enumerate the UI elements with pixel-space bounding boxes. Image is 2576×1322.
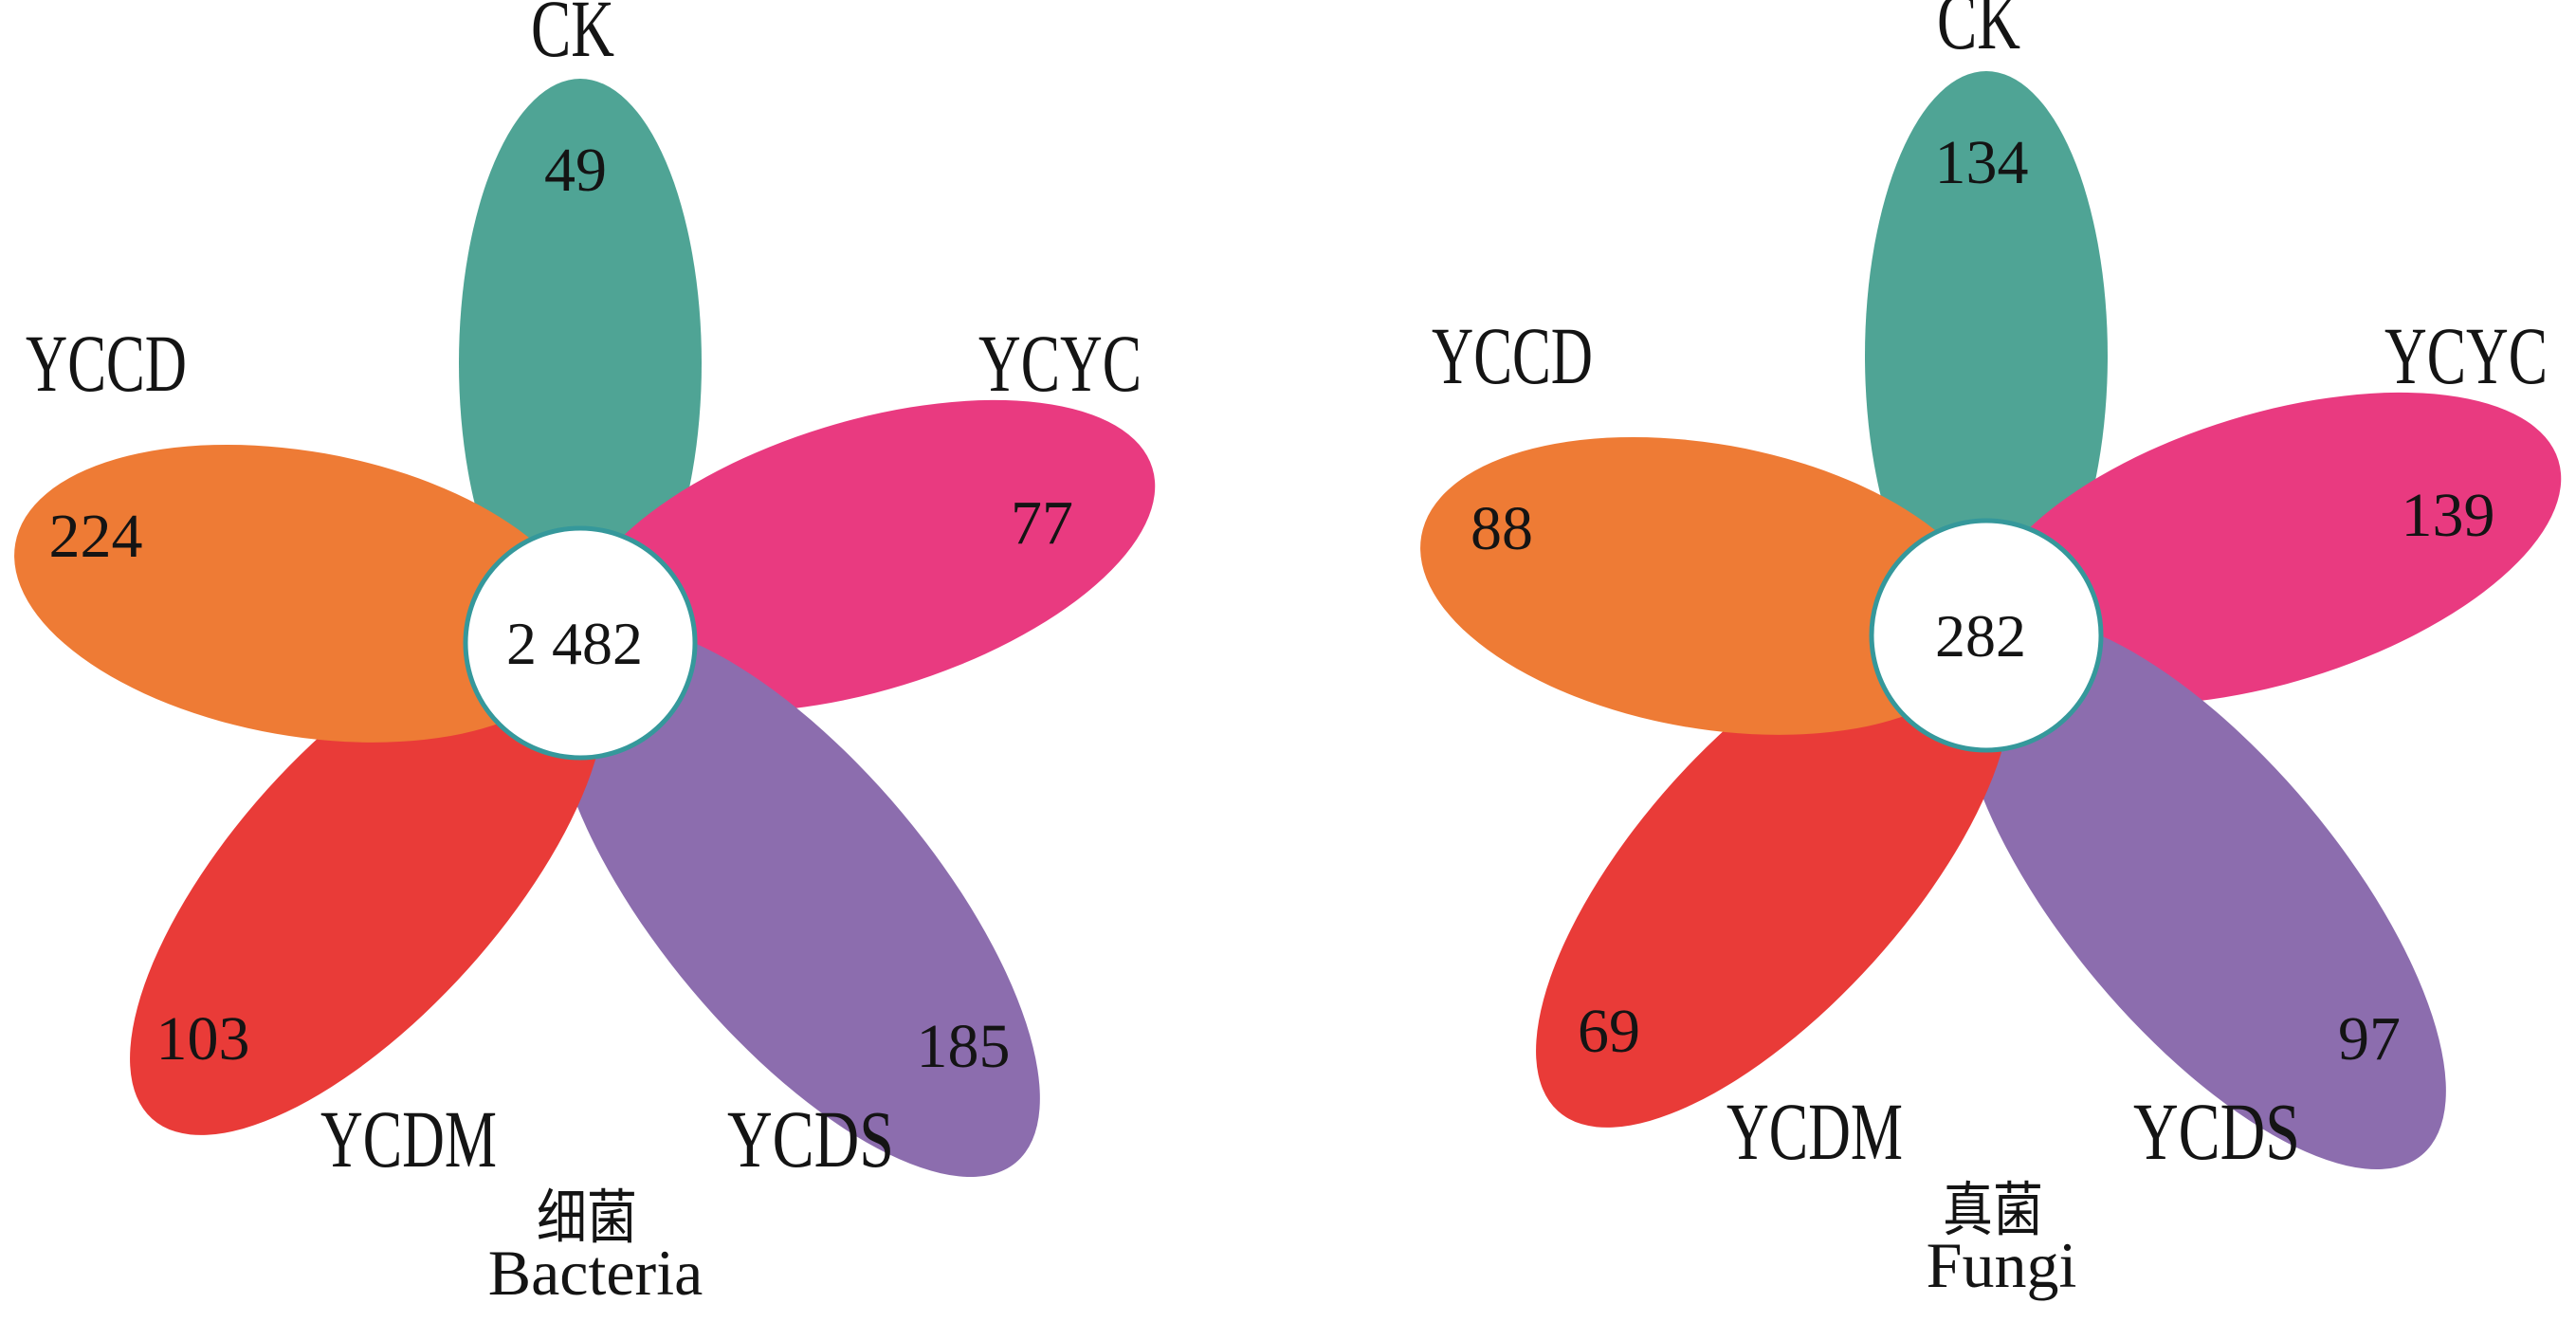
petal-yccd-fungi (1420, 436, 1993, 735)
flower-name-en-bacteria: Bacteria (488, 1237, 703, 1309)
value-yccd-fungi: 88 (1471, 494, 1533, 563)
petal-ycyc-bacteria (573, 399, 1156, 713)
core-value-bacteria: 2 482 (506, 610, 643, 677)
petal-ck-bacteria (459, 79, 702, 648)
label-yccd-bacteria: YCCD (26, 318, 187, 409)
label-ck-bacteria: CK (531, 0, 614, 74)
label-yccd-fungi: YCCD (1432, 310, 1593, 401)
petal-ck-fungi (1865, 71, 2108, 640)
value-ycds-fungi: 97 (2338, 1004, 2401, 1074)
flower-bacteria-petals (14, 79, 1156, 1178)
label-ycyc-fungi: YCYC (2384, 310, 2548, 401)
petal-yccd-bacteria (14, 444, 587, 743)
label-ycdm-bacteria: YCDM (320, 1093, 497, 1184)
flower-fungi: 282 134 139 97 69 88 CK YCYC YCDS YCDM Y… (1420, 0, 2562, 1301)
value-ycds-bacteria: 185 (917, 1012, 1011, 1081)
flower-name-zh-bacteria: 细菌 (537, 1186, 637, 1251)
label-ycdm-fungi: YCDM (1726, 1086, 1903, 1177)
flower-fungi-petals (1420, 71, 2562, 1170)
label-ck-fungi: CK (1937, 0, 2020, 66)
petal-ycdm-bacteria (130, 623, 606, 1135)
core-circle-bacteria (463, 525, 698, 761)
petal-ycyc-fungi (1979, 392, 2562, 706)
petal-ycds-fungi (1959, 616, 2446, 1170)
value-ycyc-bacteria: 77 (1011, 488, 1073, 558)
label-ycds-fungi: YCDS (2133, 1086, 2300, 1177)
core-value-fungi: 282 (1935, 602, 2026, 670)
value-ycyc-fungi: 139 (2402, 481, 2495, 550)
flower-bacteria: 2 482 49 77 185 103 224 CK YCYC YCDS YCD… (14, 0, 1156, 1309)
label-ycyc-bacteria: YCYC (978, 318, 1142, 409)
value-ck-fungi: 134 (1935, 128, 2029, 197)
value-ck-bacteria: 49 (544, 136, 607, 205)
flower-name-en-fungi: Fungi (1927, 1229, 2077, 1301)
core-circle-fungi (1869, 518, 2104, 753)
value-ycdm-fungi: 69 (1578, 997, 1640, 1066)
label-ycds-bacteria: YCDS (727, 1093, 894, 1184)
flower-name-zh-fungi: 真菌 (1943, 1179, 2043, 1243)
value-ycdm-bacteria: 103 (156, 1004, 250, 1074)
value-yccd-bacteria: 224 (49, 502, 143, 571)
petal-ycdm-fungi (1536, 615, 2012, 1128)
petal-ycds-bacteria (553, 624, 1040, 1178)
